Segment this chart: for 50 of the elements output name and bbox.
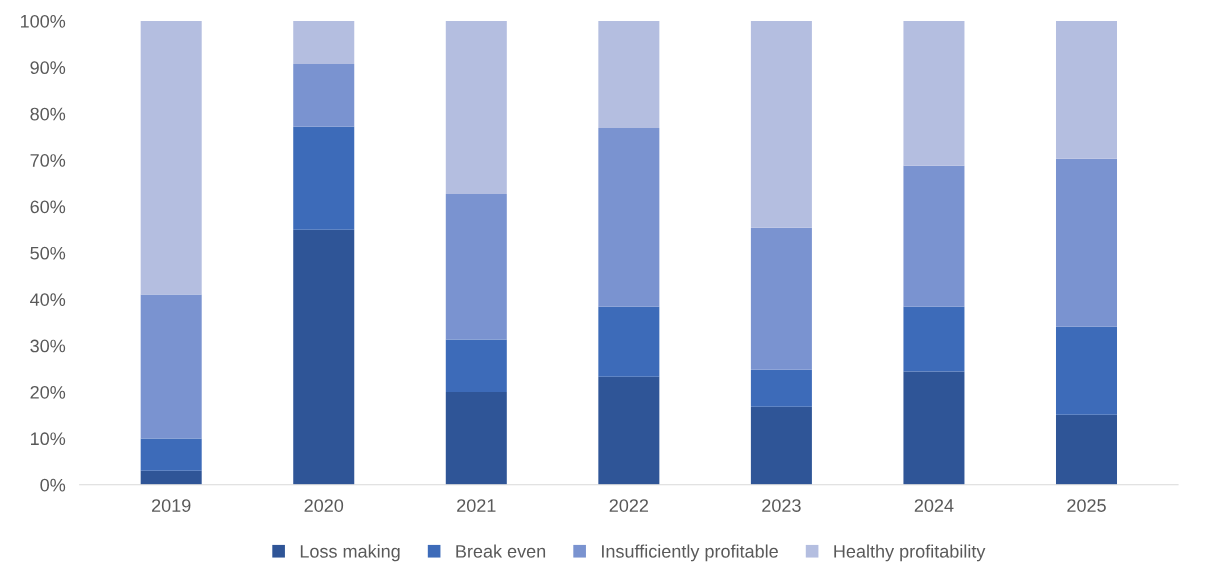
bar [293,229,355,485]
legend-label: Loss making [300,544,400,562]
y-tick-label: 40% [30,293,66,306]
bar [293,64,355,127]
bar [445,339,507,393]
legend-label: Healthy profitability [834,544,986,562]
bar [140,20,202,295]
bar [445,193,507,340]
bar [903,165,965,307]
bar [140,470,202,485]
bar [903,20,965,166]
bar [903,306,965,372]
bar [750,227,812,370]
bar [293,20,355,65]
bar [140,438,202,471]
bar [1055,20,1118,159]
bar [750,369,812,407]
bar [598,20,660,129]
x-tick-label: 2022 [609,499,649,512]
bar [598,306,660,377]
x-tick-label: 2020 [304,499,344,512]
bar [140,294,202,439]
x-tick-label: 2025 [1067,499,1106,512]
y-tick-label: 70% [30,154,66,167]
x-tick-label: 2019 [152,499,191,512]
y-tick-label: 80% [30,107,66,121]
y-tick-label: 30% [30,339,66,353]
bar [445,20,507,194]
bar [1055,158,1118,327]
legend-label: Insufficiently profitable [602,544,778,562]
bar [1055,414,1118,485]
bar [445,392,507,485]
y-tick-label: 10% [31,432,66,446]
bar [598,376,660,485]
bar [1055,326,1118,415]
legend-label: Break even [456,544,546,558]
bar [903,371,965,485]
bar [750,20,812,228]
x-tick-label: 2021 [457,499,496,512]
x-tick-label: 2024 [914,499,954,512]
bar [598,128,660,307]
y-tick-label: 90% [30,61,66,75]
y-tick-label: 0% [40,478,66,492]
bar [750,406,812,485]
y-tick-label: 100% [20,14,66,28]
y-tick-label: 50% [30,246,66,260]
x-tick-label: 2023 [762,499,801,512]
bar [293,126,355,230]
y-tick-label: 60% [30,200,66,214]
y-tick-label: 20% [30,385,66,399]
